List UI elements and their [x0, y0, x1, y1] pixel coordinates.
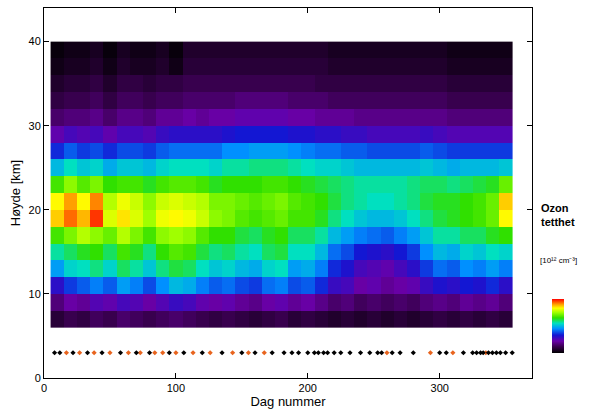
svg-text:0: 0 [41, 382, 47, 394]
svg-text:Ozontetthet: Ozontetthet [541, 202, 575, 228]
svg-text:100: 100 [167, 382, 185, 394]
svg-text:300: 300 [431, 382, 449, 394]
svg-text:Høyde [km]: Høyde [km] [8, 160, 23, 226]
svg-text:[10¹² cm⁻³]: [10¹² cm⁻³] [540, 256, 577, 265]
svg-text:Dag nummer: Dag nummer [250, 394, 326, 409]
svg-text:20: 20 [29, 204, 41, 216]
svg-text:0: 0 [35, 372, 41, 384]
svg-text:10: 10 [29, 288, 41, 300]
svg-text:200: 200 [299, 382, 317, 394]
svg-text:30: 30 [29, 120, 41, 132]
svg-text:40: 40 [29, 35, 41, 47]
